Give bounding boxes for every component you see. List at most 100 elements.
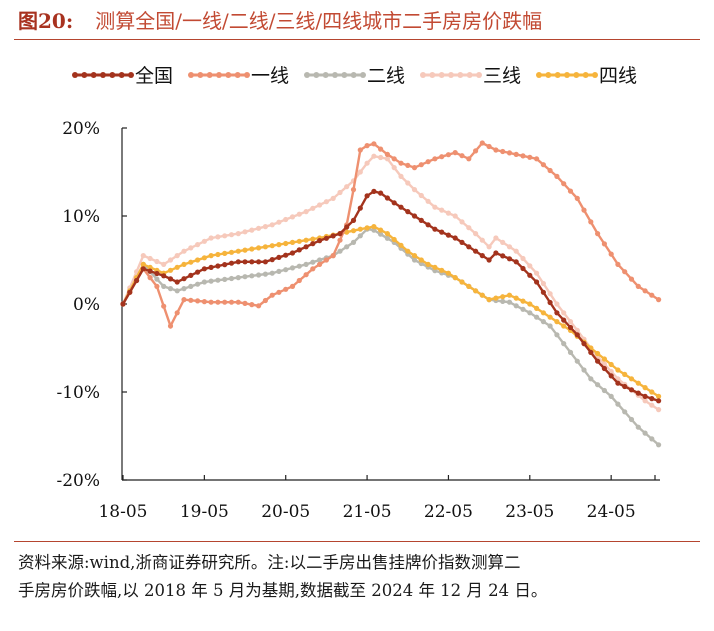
series-point (276, 289, 282, 295)
series-point (608, 361, 614, 368)
series-point (561, 323, 567, 329)
series-point (466, 156, 472, 162)
series-point (262, 244, 268, 250)
series-point (283, 267, 289, 273)
legend-swatch-point (90, 72, 97, 78)
series-point (574, 332, 580, 338)
series-point (269, 243, 275, 249)
series-point (595, 231, 601, 237)
legend-label: 全国 (135, 65, 173, 87)
series-point (425, 222, 431, 228)
series-point (310, 266, 316, 272)
series-point (656, 398, 662, 404)
series-point (493, 147, 499, 153)
series-point (588, 376, 594, 382)
series-point (601, 387, 608, 394)
series-point (384, 231, 390, 237)
series-point (323, 199, 329, 205)
series-point (500, 298, 506, 304)
series-point (228, 275, 235, 282)
series-point (628, 376, 635, 382)
legend-label: 二线 (367, 65, 405, 87)
series-point (540, 280, 547, 287)
series-point (228, 232, 235, 238)
series-point (323, 235, 329, 241)
series-point (459, 153, 465, 159)
series-point (154, 258, 160, 265)
series-line (121, 141, 660, 330)
series-point (371, 188, 377, 194)
y-tick-label: -10% (56, 383, 100, 403)
series-4 (120, 153, 662, 413)
series-point (283, 286, 289, 292)
series-point (208, 253, 214, 259)
series-point (242, 229, 248, 235)
series-point (527, 272, 533, 278)
series-point (378, 146, 384, 152)
legend-item: 全国 (72, 65, 173, 87)
series-point (384, 151, 390, 157)
series-point (601, 241, 608, 247)
legend-swatch-point (545, 72, 552, 78)
series-point (222, 276, 228, 282)
series-point (296, 277, 302, 284)
series-line (121, 225, 660, 398)
series-point (378, 154, 384, 161)
legend-swatch-point (466, 72, 473, 78)
legend-swatch-point (457, 72, 464, 78)
series-point (330, 233, 336, 239)
series-point (195, 281, 201, 287)
series-point (222, 299, 228, 305)
series-point (181, 261, 187, 267)
series-point (520, 306, 526, 312)
series-point (642, 398, 648, 404)
series-point (567, 188, 574, 194)
series-point (235, 275, 241, 281)
series-point (649, 292, 655, 298)
series-point (127, 289, 133, 295)
series-point (195, 242, 201, 248)
series-point (289, 250, 296, 256)
series-point (161, 273, 167, 279)
x-tick-label: 19-05 (180, 502, 229, 522)
series-point (656, 442, 662, 448)
source-note: 资料来源:wind,浙商证券研究所。注:以二手房出售挂牌价指数测算二 手房房价跌… (18, 549, 698, 605)
series-point (120, 301, 126, 307)
series-point (262, 271, 268, 277)
series-point (256, 245, 262, 251)
series-point (493, 250, 499, 256)
series-point (473, 288, 479, 294)
series-point (222, 233, 228, 239)
series-point (357, 233, 363, 239)
series-point (615, 367, 621, 373)
legend-swatch-point (554, 72, 561, 78)
series-point (418, 217, 424, 223)
series-point (405, 162, 411, 168)
series-point (276, 254, 282, 260)
series-point (554, 332, 560, 338)
series-point (411, 257, 418, 263)
legend-label: 三线 (483, 65, 521, 87)
series-point (350, 187, 357, 193)
legend-swatch-point (573, 72, 580, 78)
y-tick-label: 0% (73, 295, 100, 315)
legend-item: 二线 (304, 65, 405, 87)
series-point (615, 380, 621, 386)
series-point (188, 259, 194, 265)
note-divider (14, 541, 700, 542)
series-point (649, 396, 655, 402)
series-point (601, 356, 608, 362)
series-point (398, 160, 404, 166)
figure-title-text: 测算全国/一线/二线/三线/四线城市二手房房价跌幅 (95, 9, 543, 33)
series-point (513, 151, 519, 157)
series-point (242, 274, 248, 280)
series-point (174, 264, 180, 270)
series-point (520, 265, 526, 272)
series-point (303, 209, 309, 215)
legend-swatch-point (216, 72, 222, 78)
series-point (500, 148, 506, 155)
series-point (167, 276, 174, 282)
series-point (317, 261, 323, 267)
series-point (256, 225, 262, 231)
series-point (364, 160, 370, 166)
